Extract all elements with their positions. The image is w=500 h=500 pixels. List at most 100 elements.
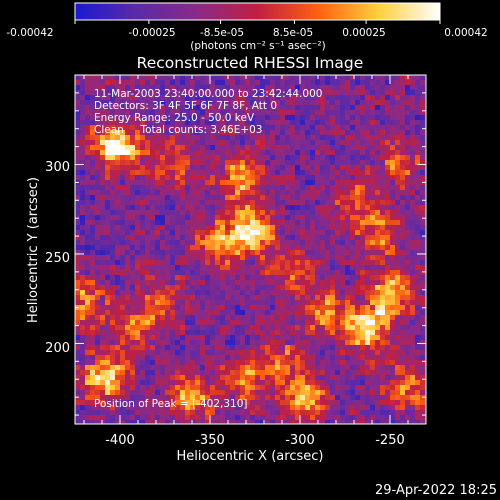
heatmap-cell	[310, 355, 316, 361]
heatmap-cell	[260, 110, 266, 116]
heatmap-cell	[240, 105, 246, 111]
heatmap-cell	[110, 400, 116, 406]
heatmap-cell	[105, 135, 111, 141]
heatmap-cell	[145, 160, 151, 166]
colorbar-unit-label: (photons cm⁻² s⁻¹ asec⁻²)	[190, 40, 325, 52]
heatmap-cell	[400, 110, 406, 116]
heatmap-cell	[275, 210, 281, 216]
heatmap-cell	[245, 365, 251, 371]
heatmap-cell	[365, 410, 371, 416]
heatmap-cell	[405, 205, 411, 211]
heatmap-cell	[390, 120, 396, 126]
heatmap-cell	[205, 225, 211, 231]
heatmap-cell	[420, 345, 426, 351]
heatmap-cell	[350, 235, 356, 241]
heatmap-cell	[160, 320, 166, 326]
heatmap-cell	[165, 270, 171, 276]
colorbar: -0.00042 -0.00025 -8.5e-05 8.5e-05 0.000…	[6, 2, 488, 52]
heatmap-cell	[185, 130, 191, 136]
heatmap-cell	[105, 125, 111, 131]
heatmap-cell	[250, 170, 256, 176]
heatmap-cell	[115, 280, 121, 286]
heatmap-cell	[240, 420, 246, 424]
heatmap-cell	[200, 220, 206, 226]
heatmap-cell	[335, 285, 341, 291]
heatmap-cell	[325, 130, 331, 136]
heatmap-cell	[140, 235, 146, 241]
heatmap-cell	[125, 105, 131, 111]
heatmap-cell	[385, 365, 391, 371]
heatmap-cell	[250, 230, 256, 236]
heatmap-cell	[165, 75, 171, 81]
heatmap-cell	[370, 235, 376, 241]
heatmap-cell	[125, 160, 131, 166]
heatmap-cell	[420, 285, 426, 291]
heatmap-cell	[290, 225, 296, 231]
heatmap-cell	[150, 125, 156, 131]
heatmap-cell	[270, 85, 276, 91]
heatmap-cell	[165, 310, 171, 316]
heatmap-cell	[185, 315, 191, 321]
heatmap-cell	[245, 345, 251, 351]
heatmap-cell	[270, 375, 276, 381]
heatmap-cell	[210, 185, 216, 191]
heatmap-cell	[280, 175, 286, 181]
heatmap-cell	[385, 120, 391, 126]
heatmap-cell	[275, 200, 281, 206]
heatmap-cell	[95, 265, 101, 271]
heatmap-cell	[240, 375, 246, 381]
heatmap-cell	[415, 335, 421, 341]
heatmap-cell	[155, 245, 161, 251]
heatmap-cell	[415, 290, 421, 296]
heatmap-cell	[75, 280, 81, 286]
heatmap-cell	[335, 210, 341, 216]
heatmap-cell	[140, 185, 146, 191]
heatmap-cell	[230, 100, 236, 106]
heatmap-cell	[195, 360, 201, 366]
heatmap-cell	[115, 240, 121, 246]
heatmap-cell	[300, 205, 306, 211]
heatmap-cell	[235, 105, 241, 111]
heatmap-cell	[145, 95, 151, 101]
heatmap-cell	[105, 390, 111, 396]
heatmap-cell	[175, 300, 181, 306]
heatmap-cell	[375, 255, 381, 261]
heatmap-cell	[280, 375, 286, 381]
heatmap-cell	[120, 175, 126, 181]
heatmap-cell	[295, 305, 301, 311]
heatmap-cell	[310, 225, 316, 231]
heatmap-cell	[90, 250, 96, 256]
heatmap-cell	[285, 315, 291, 321]
heatmap-cell	[120, 80, 126, 86]
heatmap-cell	[110, 380, 116, 386]
heatmap-cell	[410, 245, 416, 251]
heatmap-cell	[275, 225, 281, 231]
heatmap-cell	[165, 290, 171, 296]
heatmap-cell	[235, 165, 241, 171]
heatmap-cell	[150, 115, 156, 121]
heatmap-cell	[130, 335, 136, 341]
heatmap-cell	[415, 415, 421, 421]
heatmap-cell	[330, 85, 336, 91]
heatmap-cell	[365, 235, 371, 241]
heatmap-cell	[115, 345, 121, 351]
heatmap-cell	[415, 185, 421, 191]
heatmap-cell	[415, 280, 421, 286]
heatmap-cell	[140, 120, 146, 126]
heatmap-cell	[270, 185, 276, 191]
heatmap-cell	[410, 140, 416, 146]
heatmap-cell	[330, 340, 336, 346]
heatmap-cell	[140, 220, 146, 226]
heatmap-cell	[380, 205, 386, 211]
heatmap-cell	[230, 115, 236, 121]
heatmap-cell	[165, 230, 171, 236]
heatmap-cell	[210, 360, 216, 366]
heatmap-cell	[205, 95, 211, 101]
heatmap-cell	[315, 350, 321, 356]
heatmap-cell	[210, 320, 216, 326]
heatmap-cell	[350, 240, 356, 246]
heatmap-cell	[85, 265, 91, 271]
heatmap-cell	[375, 350, 381, 356]
heatmap-cell	[155, 80, 161, 86]
heatmap-cell	[405, 105, 411, 111]
